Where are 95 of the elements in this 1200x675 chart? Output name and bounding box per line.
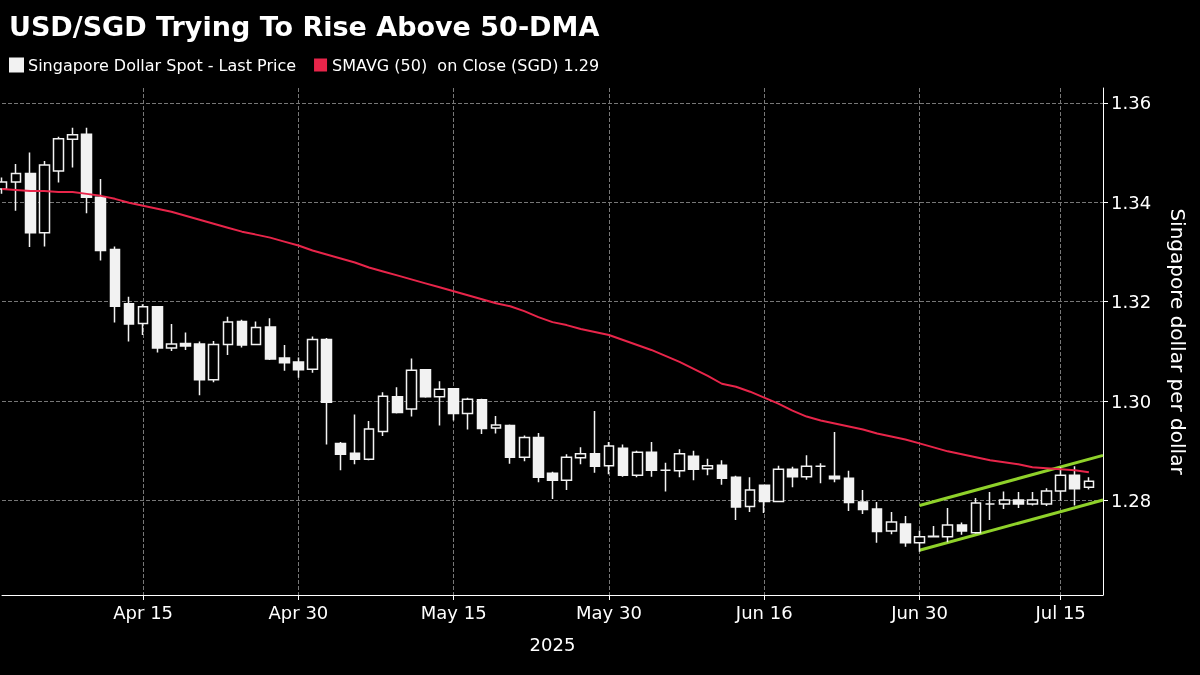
candlestick xyxy=(532,432,545,483)
candlestick xyxy=(80,127,93,215)
candlestick xyxy=(504,423,516,465)
candlestick xyxy=(405,357,418,418)
candlestick xyxy=(391,386,404,415)
x-tick-label: May 30 xyxy=(576,601,642,623)
candlestick xyxy=(24,151,37,248)
candlestick xyxy=(617,443,629,478)
candlestick xyxy=(447,387,460,422)
candlestick xyxy=(673,448,686,478)
candlestick xyxy=(278,344,291,372)
candlestick xyxy=(1012,491,1025,509)
chart-title: USD/SGD Trying To Rise Above 50-DMA xyxy=(9,11,600,42)
candlestick xyxy=(913,529,926,553)
candlestick xyxy=(38,160,51,248)
line-series xyxy=(1,187,1090,474)
x-axis-title: 2025 xyxy=(529,633,576,655)
candlestick xyxy=(490,415,502,435)
y-tick-label: 1.30 xyxy=(1111,390,1152,412)
candlestick xyxy=(52,135,65,184)
candlestick xyxy=(701,458,714,476)
candlestick xyxy=(419,368,432,399)
candlestick xyxy=(109,245,121,324)
candlestick xyxy=(222,315,234,356)
candlestick xyxy=(433,380,446,427)
candlestick xyxy=(744,476,756,513)
candlestick xyxy=(10,163,22,212)
y-tick-label: 1.36 xyxy=(1111,92,1152,114)
y-tick-label: 1.32 xyxy=(1111,291,1152,313)
candlestick xyxy=(292,356,305,379)
candlestick xyxy=(687,450,700,481)
candlestick xyxy=(94,178,107,262)
candlestick xyxy=(1054,466,1067,502)
candlestick xyxy=(207,340,220,384)
candlestick xyxy=(349,413,361,466)
candlestick xyxy=(843,469,855,512)
candlestick xyxy=(236,318,248,349)
candlestick xyxy=(574,446,587,466)
candlestick xyxy=(998,490,1011,510)
candlestick xyxy=(899,515,912,548)
candlestick xyxy=(165,323,178,352)
x-tick-label: Jul 15 xyxy=(1034,601,1086,623)
candlestick xyxy=(1040,487,1053,507)
candlestick xyxy=(589,410,601,474)
candlestick xyxy=(645,441,658,478)
candlestick xyxy=(363,420,375,462)
legend-label: Singapore Dollar Spot - Last Price xyxy=(28,55,297,75)
candlestick xyxy=(772,465,785,503)
x-tick-label: Jun 30 xyxy=(890,601,948,623)
candlestick xyxy=(631,450,644,478)
x-tick-label: Apr 30 xyxy=(268,601,329,623)
candlestick xyxy=(179,331,192,351)
y-tick-label: 1.34 xyxy=(1111,191,1152,213)
candlestick xyxy=(193,340,206,396)
candlestick xyxy=(970,497,982,535)
candlestick xyxy=(814,462,827,484)
x-tick-label: May 15 xyxy=(420,601,487,623)
candlestick xyxy=(320,337,333,446)
candlestick xyxy=(786,466,799,488)
candlestick xyxy=(1083,476,1095,491)
candlestick xyxy=(123,296,135,343)
candlestick xyxy=(476,397,488,435)
candlestick xyxy=(377,391,389,437)
candlestick xyxy=(518,434,531,463)
candlestick xyxy=(250,320,262,346)
candlestick xyxy=(1068,465,1081,507)
y-tick-label: 1.28 xyxy=(1111,490,1152,512)
candlestick xyxy=(730,474,742,521)
candlestick xyxy=(546,470,559,500)
candlestick xyxy=(1026,491,1039,507)
candlestick xyxy=(927,525,940,539)
candlestick xyxy=(461,396,474,431)
candlestick xyxy=(716,459,728,486)
candlestick xyxy=(857,489,869,515)
candlestick xyxy=(828,431,841,483)
candlestick xyxy=(659,462,672,493)
x-tick-label: Apr 15 xyxy=(113,601,174,623)
candlestick xyxy=(800,454,813,481)
candlestick xyxy=(871,501,883,544)
candlestick xyxy=(334,441,347,471)
candlestick xyxy=(264,317,277,361)
candlestick xyxy=(984,491,996,521)
candlestick xyxy=(603,441,615,475)
candlestick xyxy=(956,521,968,536)
x-tick-label: Jun 16 xyxy=(734,601,793,623)
candlestick xyxy=(560,453,573,491)
candlestick xyxy=(758,484,771,514)
candlestick xyxy=(941,507,954,544)
y-axis-title: Singapore dollar per dollar xyxy=(1166,208,1190,476)
candlestick xyxy=(151,305,164,354)
legend-label: SMAVG (50) on Close (SGD) 1.29 xyxy=(332,55,600,75)
candlestick xyxy=(66,127,79,169)
candlestick xyxy=(885,511,898,536)
candlestick xyxy=(306,335,319,374)
candlestick xyxy=(137,303,149,336)
